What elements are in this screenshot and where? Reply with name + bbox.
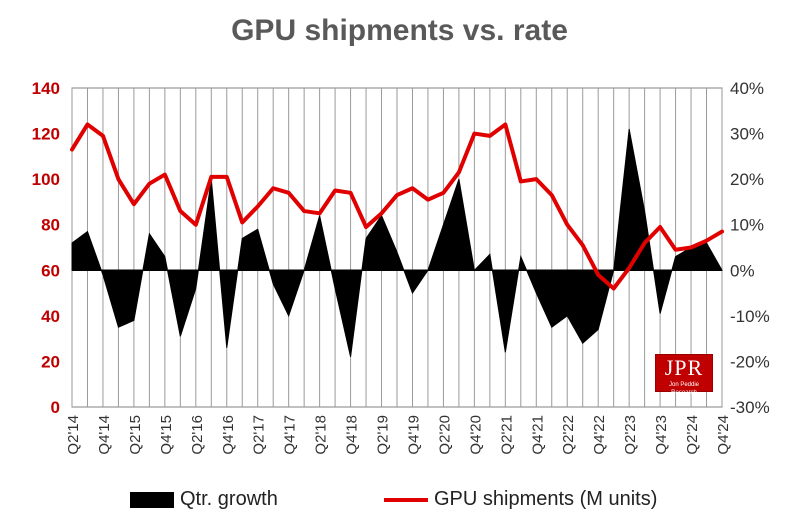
y-right-tick-label: 10% <box>730 216 764 235</box>
x-tick-label: Q4'23 <box>653 415 670 455</box>
jpr-logo-text: JPR <box>664 355 704 380</box>
x-tick-label: Q4'16 <box>220 415 237 455</box>
x-tick-label: Q4'21 <box>529 415 546 455</box>
x-tick-label: Q4'18 <box>344 415 361 455</box>
y-right-tick-label: -20% <box>730 352 770 371</box>
y-left-tick-label: 140 <box>32 79 60 98</box>
y-right-tick-label: 30% <box>730 125 764 144</box>
shipments-line <box>70 122 724 291</box>
x-tick-label: Q2'19 <box>375 415 392 455</box>
chart-title: GPU shipments vs. rate <box>231 14 568 47</box>
x-tick-label: Q2'16 <box>189 415 206 455</box>
x-tick-label: Q2'22 <box>560 415 577 455</box>
y-right-tick-label: 0% <box>730 261 755 280</box>
y-right-tick-label: 40% <box>730 79 764 98</box>
y-right-tick-label: -30% <box>730 398 770 417</box>
legend-swatch-area-icon <box>130 491 174 508</box>
x-tick-label: Q4'24 <box>715 415 732 455</box>
x-tick-label: Q2'14 <box>65 415 82 455</box>
x-tick-label: Q4'19 <box>405 415 422 455</box>
x-tick-label: Q2'20 <box>436 415 453 455</box>
x-tick-label: Q2'21 <box>498 415 515 455</box>
x-tick-label: Q4'15 <box>158 415 175 455</box>
x-tick-label: Q4'14 <box>96 415 113 455</box>
x-tick-label: Q2'18 <box>313 415 330 455</box>
legend-label-growth: Qtr. growth <box>180 488 278 510</box>
x-tick-label: Q4'22 <box>591 415 608 455</box>
y-left-tick-label: 120 <box>32 125 60 144</box>
legend-item-shipments: GPU shipments (M units) <box>384 488 657 511</box>
jpr-logo: JPR Jon Peddie Research <box>655 354 713 396</box>
x-tick-label: Q4'17 <box>282 415 299 455</box>
y-left-tick-label: 40 <box>41 307 60 326</box>
legend: Qtr. growth GPU shipments (M units) <box>0 488 799 512</box>
y-right-tick-label: 20% <box>730 170 764 189</box>
y-left-tick-label: 80 <box>41 216 60 235</box>
x-tick-label: Q2'23 <box>622 415 639 455</box>
x-tick-label: Q2'15 <box>127 415 144 455</box>
x-tick-label: Q4'20 <box>467 415 484 455</box>
y-left-tick-label: 60 <box>41 261 60 280</box>
y-left-tick-label: 20 <box>41 352 60 371</box>
x-tick-label: Q2'24 <box>684 415 701 455</box>
legend-swatch-line-icon <box>384 497 428 502</box>
legend-label-shipments: GPU shipments (M units) <box>434 488 658 510</box>
x-tick-label: Q2'17 <box>251 415 268 455</box>
y-left-tick-label: 0 <box>51 398 60 417</box>
legend-item-growth: Qtr. growth <box>130 488 278 511</box>
y-left-tick-label: 100 <box>32 170 60 189</box>
growth-area <box>71 128 723 357</box>
jpr-logo-subtitle: Jon Peddie Research <box>668 382 700 396</box>
y-right-tick-label: -10% <box>730 307 770 326</box>
